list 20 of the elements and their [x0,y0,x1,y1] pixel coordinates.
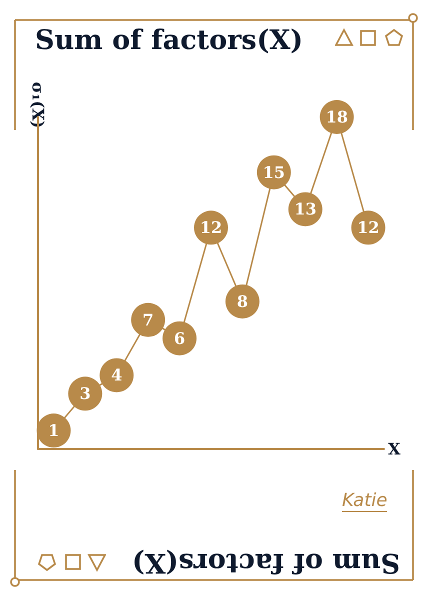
text: Sum of factors(X) [132,547,400,578]
data-label: 15 [262,162,286,182]
data-label: 4 [111,366,122,385]
data-label: 13 [294,200,316,219]
data-label: 7 [142,310,154,330]
point [131,302,166,337]
chart-title: Sum of factors(X) [35,25,304,56]
data-label: 18 [326,108,348,126]
point [36,414,71,448]
text: Katie [342,490,388,512]
point [68,376,102,411]
data-label: 1 [48,421,60,440]
y-axis-title: σ₁(X) [28,82,48,128]
point [162,321,197,356]
data-label: 12 [357,218,380,238]
data-label: 6 [174,328,186,348]
data-label: 12 [200,218,222,238]
x-axis-title: X [388,440,401,458]
data-label: 8 [236,292,248,311]
data-label: 3 [80,384,91,404]
